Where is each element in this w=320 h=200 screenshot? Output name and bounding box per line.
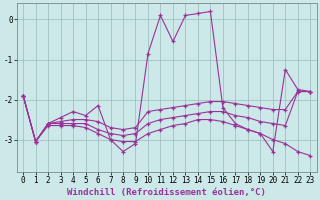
X-axis label: Windchill (Refroidissement éolien,°C): Windchill (Refroidissement éolien,°C) (67, 188, 266, 197)
